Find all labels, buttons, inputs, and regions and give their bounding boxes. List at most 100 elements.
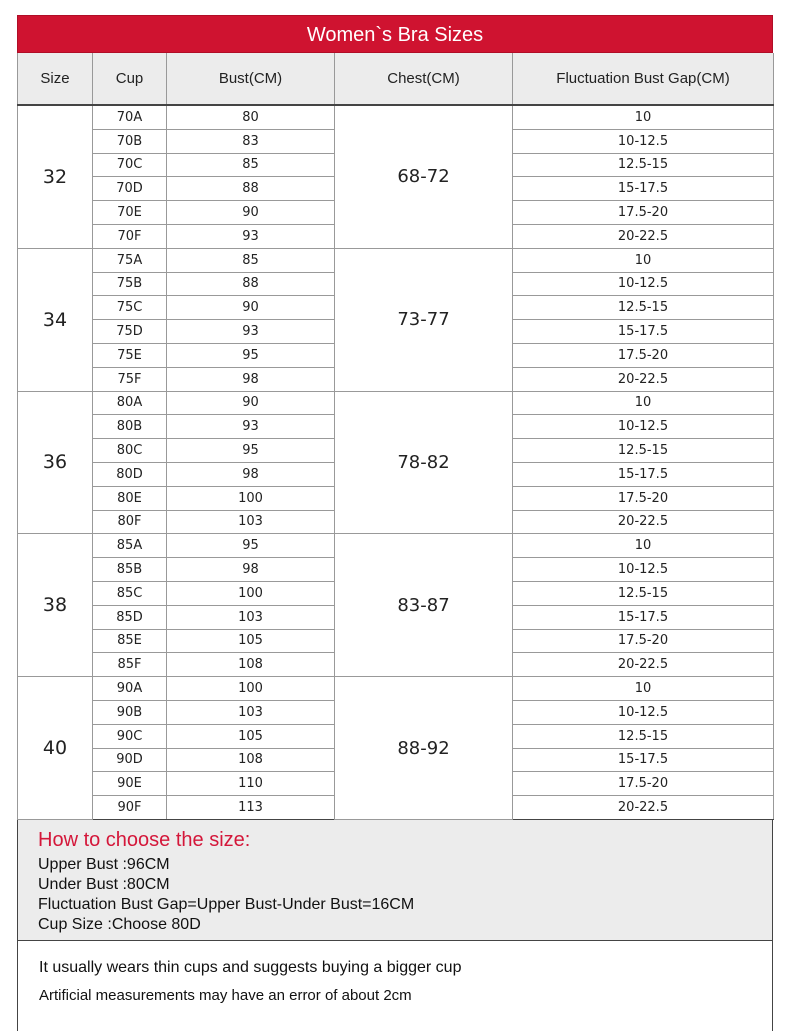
cup-cell: 70D (92, 176, 167, 202)
table-row: 85B 98 10-12.5 (18, 557, 774, 582)
gap-cell: 15-17.5 (512, 319, 774, 344)
table-row: 90F 113 20-22.5 (18, 795, 774, 820)
bust-cell: 103 (166, 509, 335, 535)
table-row: 38 85A 95 83-87 10 (17, 533, 774, 678)
cup-cell: 90F (92, 795, 167, 820)
bust-cell: 100 (166, 676, 335, 701)
gap-cell: 12.5-15 (512, 580, 774, 606)
gap-cell: 12.5-15 (512, 295, 774, 321)
bust-cell: 90 (166, 295, 335, 321)
gap-cell: 15-17.5 (512, 747, 774, 773)
gap-cell: 10 (512, 676, 774, 701)
gap-cell: 20-22.5 (512, 795, 774, 820)
gap-cell: 20-22.5 (512, 366, 774, 392)
bust-cell: 95 (166, 438, 335, 463)
table-row: 40 90A 100 88-92 10 (17, 676, 774, 820)
note: Artificial measurements may have an erro… (39, 986, 412, 1004)
bust-cell: 98 (166, 366, 335, 392)
table-row: 90B 103 10-12.5 (18, 699, 774, 725)
bust-cell: 95 (166, 533, 335, 559)
cup-cell: 80D (92, 461, 167, 487)
cup-cell: 80B (92, 414, 167, 440)
bust-cell: 95 (166, 342, 335, 368)
cup-cell: 85C (92, 580, 167, 606)
size-chart: Women`s Bra Sizes Size Cup Bust(CM) Ches… (17, 15, 774, 1031)
header-cup: Cup (92, 53, 167, 106)
cup-cell: 70B (92, 128, 167, 154)
table-row: 85F 108 20-22.5 (18, 652, 774, 678)
bust-cell: 110 (166, 771, 335, 797)
bust-cell: 98 (166, 557, 335, 582)
cup-cell: 75A (92, 247, 167, 273)
table-row: 90C 105 12.5-15 (18, 723, 774, 749)
cup-cell: 75F (92, 366, 167, 392)
note: It usually wears thin cups and suggests … (39, 958, 462, 976)
cup-cell: 80A (92, 390, 167, 416)
table-row: 36 80A 90 78-82 10 (17, 390, 774, 535)
chest-cell: 68-72 (334, 104, 513, 249)
cup-cell: 70C (92, 152, 167, 178)
bust-cell: 103 (166, 699, 335, 725)
chart-title: Women`s Bra Sizes (17, 15, 773, 53)
table-row: 70B 83 10-12.5 (18, 128, 774, 154)
cup-cell: 80E (92, 485, 167, 511)
cup-cell: 70E (92, 200, 167, 225)
cup-cell: 70F (92, 223, 167, 249)
chest-cell: 73-77 (334, 247, 513, 392)
cup-cell: 90E (92, 771, 167, 797)
table-row: 32 70A 80 68-72 10 (17, 104, 774, 249)
band-size-cell: 38 (17, 533, 93, 678)
bust-cell: 100 (166, 580, 335, 606)
bust-cell: 105 (166, 723, 335, 749)
header-gap: Fluctuation Bust Gap(CM) (512, 53, 774, 106)
how-to-choose-box: How to choose the size: Upper Bust :96CM… (17, 819, 773, 941)
bust-cell: 93 (166, 223, 335, 249)
header-row: Size Cup Bust(CM) Chest(CM) Fluctuation … (17, 53, 774, 106)
table-row: 70C 85 12.5-15 (18, 152, 774, 178)
table-row: 90E 110 17.5-20 (18, 771, 774, 797)
gap-cell: 10 (512, 104, 774, 130)
table-row: 70D 88 15-17.5 (18, 176, 774, 202)
gap-cell: 10-12.5 (512, 557, 774, 582)
table-row: 75D 93 15-17.5 (18, 319, 774, 344)
table-row: 80F 103 20-22.5 (18, 509, 774, 535)
header-bust: Bust(CM) (166, 53, 335, 106)
gap-cell: 20-22.5 (512, 509, 774, 535)
cup-cell: 90B (92, 699, 167, 725)
chest-cell: 88-92 (334, 676, 513, 820)
cup-cell: 85E (92, 628, 167, 654)
bust-cell: 105 (166, 628, 335, 654)
gap-cell: 10-12.5 (512, 271, 774, 297)
table-row: 85E 105 17.5-20 (18, 628, 774, 654)
guide-line: Fluctuation Bust Gap=Upper Bust-Under Bu… (38, 895, 415, 913)
gap-cell: 10 (512, 533, 774, 559)
band-size-cell: 40 (17, 676, 93, 820)
cup-cell: 90C (92, 723, 167, 749)
table-row: 90D 108 15-17.5 (18, 747, 774, 773)
table-row: 70F 93 20-22.5 (18, 223, 774, 249)
cup-cell: 85F (92, 652, 167, 678)
cup-cell: 90A (92, 676, 167, 701)
guide-line: Upper Bust :96CM (38, 855, 170, 873)
gap-cell: 12.5-15 (512, 438, 774, 463)
cup-cell: 70A (92, 104, 167, 130)
bust-cell: 98 (166, 461, 335, 487)
bust-cell: 80 (166, 104, 335, 130)
band-size-cell: 36 (17, 390, 93, 535)
band-size-cell: 32 (17, 104, 93, 249)
table-row: 85C 100 12.5-15 (18, 580, 774, 606)
gap-cell: 15-17.5 (512, 604, 774, 630)
table-row: 75C 90 12.5-15 (18, 295, 774, 321)
bust-cell: 90 (166, 390, 335, 416)
gap-cell: 10 (512, 247, 774, 273)
gap-cell: 10 (512, 390, 774, 416)
gap-cell: 15-17.5 (512, 461, 774, 487)
bust-cell: 83 (166, 128, 335, 154)
chest-cell: 78-82 (334, 390, 513, 535)
bust-cell: 88 (166, 176, 335, 202)
gap-cell: 20-22.5 (512, 223, 774, 249)
cup-cell: 75E (92, 342, 167, 368)
cup-cell: 90D (92, 747, 167, 773)
cup-cell: 80F (92, 509, 167, 535)
cup-cell: 75B (92, 271, 167, 297)
